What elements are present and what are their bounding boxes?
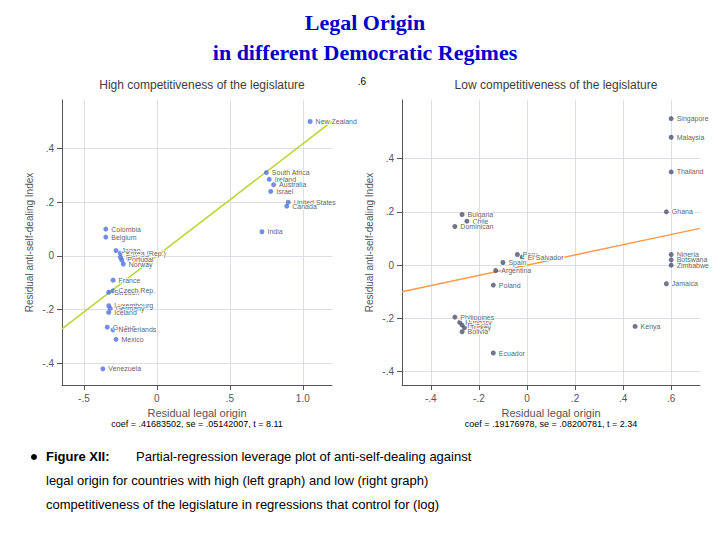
svg-text:.4: .4: [619, 393, 628, 404]
svg-text:Residual anti-self-dealing Ind: Residual anti-self-dealing Index: [364, 173, 375, 313]
svg-text:Spain: Spain: [508, 259, 526, 267]
svg-text:.6: .6: [667, 393, 676, 404]
svg-text:competitiveness of the legisla: competitiveness of the legislature in re…: [46, 497, 439, 512]
svg-text:0: 0: [154, 393, 160, 404]
svg-text:.2: .2: [386, 206, 395, 217]
svg-text:Belgium: Belgium: [111, 234, 136, 242]
svg-text:coef = .19176978, se = .082007: coef = .19176978, se = .08200781, t = 2.…: [465, 419, 637, 429]
svg-text:-.4: -.4: [425, 393, 437, 404]
svg-text:New Zealand: New Zealand: [316, 118, 357, 125]
svg-text:Residual anti-self-dealing Ind: Residual anti-self-dealing Index: [24, 173, 35, 313]
svg-text:Dominican: Dominican: [460, 223, 493, 230]
svg-text:Residual legal origin: Residual legal origin: [501, 407, 600, 419]
svg-text:Czech Rep.: Czech Rep.: [119, 287, 156, 295]
svg-text:Partial-regression leverage pl: Partial-regression leverage plot of anti…: [136, 449, 472, 464]
svg-text:Mexico: Mexico: [122, 336, 144, 343]
svg-text:Israel: Israel: [276, 188, 294, 195]
svg-text:Zimbabwe: Zimbabwe: [677, 262, 709, 269]
svg-text:Australia: Australia: [279, 181, 307, 189]
svg-text:Kenya: Kenya: [641, 323, 661, 331]
svg-text:.5: .5: [226, 393, 235, 404]
svg-text:Iceland: Iceland: [114, 309, 137, 316]
svg-text:South Africa: South Africa: [271, 169, 310, 177]
svg-text:Philippines: Philippines: [460, 313, 495, 321]
svg-text:Nigeria: Nigeria: [676, 251, 699, 258]
svg-text:Botswana: Botswana: [676, 256, 708, 264]
svg-text:Malaysia: Malaysia: [677, 134, 705, 142]
svg-text:Poland: Poland: [499, 282, 521, 289]
svg-text:Bolivia: Bolivia: [468, 328, 489, 335]
svg-text:.2: .2: [571, 393, 580, 404]
svg-text:.6: .6: [358, 76, 367, 87]
svg-text:.2: .2: [46, 197, 55, 208]
svg-text:Ghana: Ghana: [672, 208, 693, 215]
svg-text:-.2: -.2: [473, 393, 485, 404]
svg-text:Legal Origin: Legal Origin: [305, 10, 425, 35]
svg-text:0: 0: [48, 250, 54, 261]
svg-text:India: India: [267, 228, 282, 235]
svg-text:-.4: -.4: [382, 366, 394, 377]
svg-text:Venezuela: Venezuela: [108, 365, 141, 372]
svg-text:Argentina: Argentina: [501, 267, 531, 275]
svg-text:Jamaica: Jamaica: [672, 280, 698, 287]
svg-text:-.4: -.4: [42, 358, 54, 369]
svg-text:Residual legal origin: Residual legal origin: [147, 407, 246, 419]
svg-text:-.2: -.2: [382, 313, 394, 324]
svg-text:-.2: -.2: [42, 304, 54, 315]
svg-text:Netherlands: Netherlands: [119, 326, 157, 333]
svg-text:.4: .4: [46, 143, 55, 154]
svg-text:in different Democratic Regime: in different Democratic Regimes: [213, 40, 518, 65]
svg-text:Colombia: Colombia: [111, 226, 141, 233]
svg-text:.4: .4: [386, 153, 395, 164]
svg-text:Low competitiveness of the leg: Low competitiveness of the legislature: [455, 78, 658, 92]
svg-text:Bulgaria: Bulgaria: [467, 211, 494, 218]
svg-text:El Salvador: El Salvador: [528, 254, 564, 261]
svg-text:coef = .41683502, se = .051420: coef = .41683502, se = .05142007, t = 8.…: [111, 419, 283, 429]
svg-text:Canada: Canada: [292, 203, 317, 210]
svg-text:-.5: -.5: [78, 393, 90, 404]
svg-text:Ireland: Ireland: [274, 175, 297, 183]
svg-text:France: France: [119, 277, 141, 284]
svg-text:Thailand: Thailand: [677, 168, 704, 175]
svg-text:legal origin for countries wit: legal origin for countries with high (le…: [46, 473, 428, 488]
svg-text:High competitiveness of the le: High competitiveness of the legislature: [99, 78, 305, 92]
svg-text:Ecuador: Ecuador: [499, 350, 526, 357]
svg-text:Norway: Norway: [129, 261, 153, 269]
svg-text:Figure XII:: Figure XII:: [46, 449, 110, 464]
svg-text:1.0: 1.0: [296, 393, 310, 404]
svg-text:0: 0: [388, 260, 394, 271]
svg-text:Singapore: Singapore: [677, 115, 709, 123]
svg-text:Chile: Chile: [472, 217, 489, 225]
svg-text:0: 0: [524, 393, 530, 404]
